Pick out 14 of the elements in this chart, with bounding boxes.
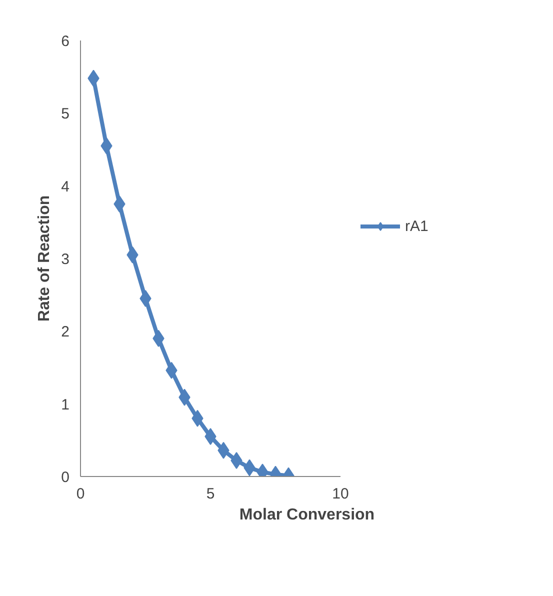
- x-axis-title: Molar Conversion: [239, 506, 375, 524]
- y-tick-label: 4: [61, 178, 70, 196]
- y-tick-label: 6: [61, 33, 70, 50]
- point: [114, 196, 126, 212]
- y-tick-label: 0: [61, 469, 70, 486]
- x-tick-label: 5: [206, 486, 215, 502]
- y-tick-label: 3: [61, 251, 70, 268]
- legend-label: rA1: [405, 218, 428, 235]
- y-axis-title: Rate of Reaction: [36, 195, 54, 322]
- x-tick-label: 10: [332, 486, 349, 502]
- x-tick-label: 0: [76, 486, 85, 502]
- y-tick-label: 1: [61, 396, 70, 414]
- y-tick-label: 2: [61, 324, 70, 341]
- y-tick-label: 5: [61, 106, 70, 123]
